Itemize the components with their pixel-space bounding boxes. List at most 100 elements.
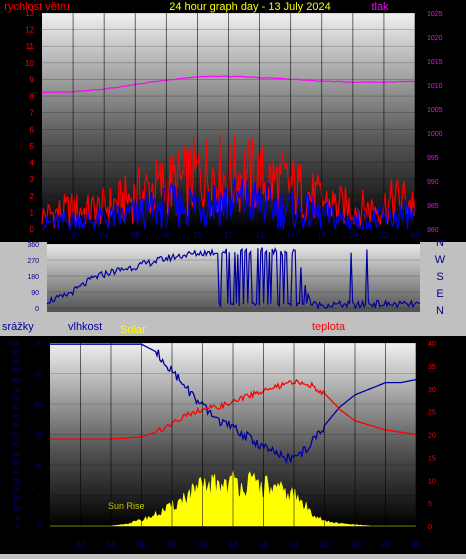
wind-y-tick-label: 9	[30, 75, 35, 84]
direction-y-tick-label: 180	[27, 274, 39, 281]
wind-x-tick-label: 00	[411, 231, 420, 240]
temperature-y-tick-label: 5	[428, 501, 432, 508]
weather-x-tick-label: 18	[320, 540, 329, 549]
weather-x-tick-label: 00	[412, 540, 421, 549]
wind-y-tick-label: 3	[30, 175, 35, 184]
wind-y-tick-label: 10	[25, 59, 34, 68]
pressure-y-tick-label: 1010	[427, 83, 443, 90]
direction-y-tick-label: 0	[35, 306, 39, 313]
wind-x-tick-label: 18	[317, 231, 326, 240]
direction-series	[46, 247, 421, 311]
pressure-y-tick-label: 1020	[427, 35, 443, 42]
compass-label-e: E	[436, 288, 443, 300]
solar-axis-label: Solar	[120, 324, 146, 336]
wind-x-tick-label: 02	[69, 231, 78, 240]
wind-y-tick-label: 6	[30, 125, 35, 134]
wind-x-tick-label: 08	[162, 231, 171, 240]
compass-label-s: S	[436, 271, 443, 283]
rain-y-tick-label: 10	[12, 506, 20, 513]
wind-x-tick-label: 20	[348, 231, 357, 240]
rain-y-tick-label: 80	[12, 378, 20, 385]
chart-title: 24 hour graph day - 13 July 2024	[169, 1, 330, 13]
wind-y-tick-label: 2	[30, 192, 35, 201]
temperature-y-tick-label: 10	[428, 478, 436, 485]
direction-y-tick-label: 360	[27, 242, 39, 249]
compass-label-n: N	[436, 305, 444, 317]
direction-axes: 0 90 180 270 360	[27, 242, 39, 313]
weather-x-tick-label: 20	[351, 540, 360, 549]
sunrise-annotation: Sun Rise	[108, 501, 145, 511]
temperature-y-tick-label: 25	[428, 410, 436, 417]
temperature-y-tick-label: 30	[428, 387, 436, 394]
wind-y-tick-label: 4	[30, 159, 35, 168]
wind-x-tick-label: 06	[131, 231, 140, 240]
rain-y-tick-label: 20	[12, 487, 20, 494]
wind-y-tick-label: 12	[25, 26, 34, 35]
rain-y-tick-label: 70	[12, 396, 20, 403]
humidity-y-tick-label: 0	[38, 524, 42, 531]
wind-x-tick-label: 14	[255, 231, 264, 240]
direction-y-tick-label: 270	[27, 258, 39, 265]
pressure-axis-label: tlak	[371, 1, 389, 13]
rain-y-tick-label: 30	[12, 469, 20, 476]
rain-y-tick-label: 90	[12, 359, 20, 366]
pressure-y-tick-label: 1015	[427, 59, 443, 66]
wind-direction-line	[46, 247, 421, 311]
rain-y-tick-label: 35	[12, 460, 20, 467]
pressure-y-tick-label: 990	[427, 179, 439, 186]
rain-y-tick-label: 95	[12, 350, 20, 357]
temperature-y-tick-label: 40	[428, 341, 436, 348]
humidity-y-tick-label: 10	[34, 463, 42, 470]
wind-x-tick-label: 04	[100, 231, 109, 240]
temperature-axis-label: teplota	[312, 321, 346, 333]
weather-x-tick-label: 16	[290, 540, 299, 549]
compass-label-n: N	[436, 237, 444, 249]
pressure-y-tick-label: 1000	[427, 131, 443, 138]
rain-y-tick-label: 5	[16, 515, 20, 522]
pressure-y-tick-label: 980	[427, 227, 439, 234]
weather-x-tick-label: 14	[259, 540, 268, 549]
humidity-y-tick-label: 25	[34, 372, 42, 379]
wind-axes: 0123456789101112139809859909951000100510…	[25, 9, 443, 240]
temperature-y-tick-label: 20	[428, 433, 436, 440]
temperature-y-tick-label: 35	[428, 364, 436, 371]
weather-x-tick-label: 12	[229, 540, 238, 549]
rain-y-tick-label: 40	[12, 451, 20, 458]
humidity-y-tick-label: 20	[34, 402, 42, 409]
direction-y-tick-label: 90	[31, 290, 39, 297]
weather-x-tick-label: 04	[107, 540, 116, 549]
rain-y-tick-label: 85	[12, 368, 20, 375]
weather-x-tick-label: 10	[198, 540, 207, 549]
wind-y-tick-label: 11	[26, 42, 35, 51]
rain-y-tick-label: 45	[12, 442, 20, 449]
rain-y-tick-label: 75	[12, 387, 20, 394]
wind-y-tick-label: 5	[30, 142, 35, 151]
weather-x-tick-label: 02	[76, 540, 85, 549]
rain-y-tick-label: 15	[12, 497, 20, 504]
humidity-y-tick-label: 15	[34, 433, 42, 440]
pressure-y-tick-label: 985	[427, 203, 439, 210]
rain-y-tick-label: 60	[12, 414, 20, 421]
rain-y-tick-label: 0	[16, 524, 20, 531]
wind-x-tick-label: 16	[286, 231, 295, 240]
compass-label-w: W	[435, 254, 446, 266]
wind-x-tick-label: 10	[193, 231, 202, 240]
wind-y-tick-label: 1	[30, 208, 35, 217]
rain-axis-label: srážky	[2, 321, 34, 333]
weather-panel-header	[0, 318, 466, 336]
pressure-y-tick-label: 1005	[427, 107, 443, 114]
rain-y-tick-label: 65	[12, 405, 20, 412]
wind-speed-axis-label: rychlost větru	[4, 1, 69, 13]
wind-y-tick-label: 8	[30, 92, 35, 101]
humidity-axis-label: vlhkost	[68, 321, 102, 333]
weather-x-tick-label: 22	[381, 540, 390, 549]
weather-axes: 0510152025303540455055606570758085909510…	[8, 341, 436, 549]
temperature-y-tick-label: 15	[428, 455, 436, 462]
temperature-y-tick-label: 0	[428, 524, 432, 531]
pressure-y-tick-label: 995	[427, 155, 439, 162]
weather-x-tick-label: 06	[137, 540, 146, 549]
weather-x-tick-label: 08	[168, 540, 177, 549]
humidity-y-tick-label: 30	[34, 341, 42, 348]
